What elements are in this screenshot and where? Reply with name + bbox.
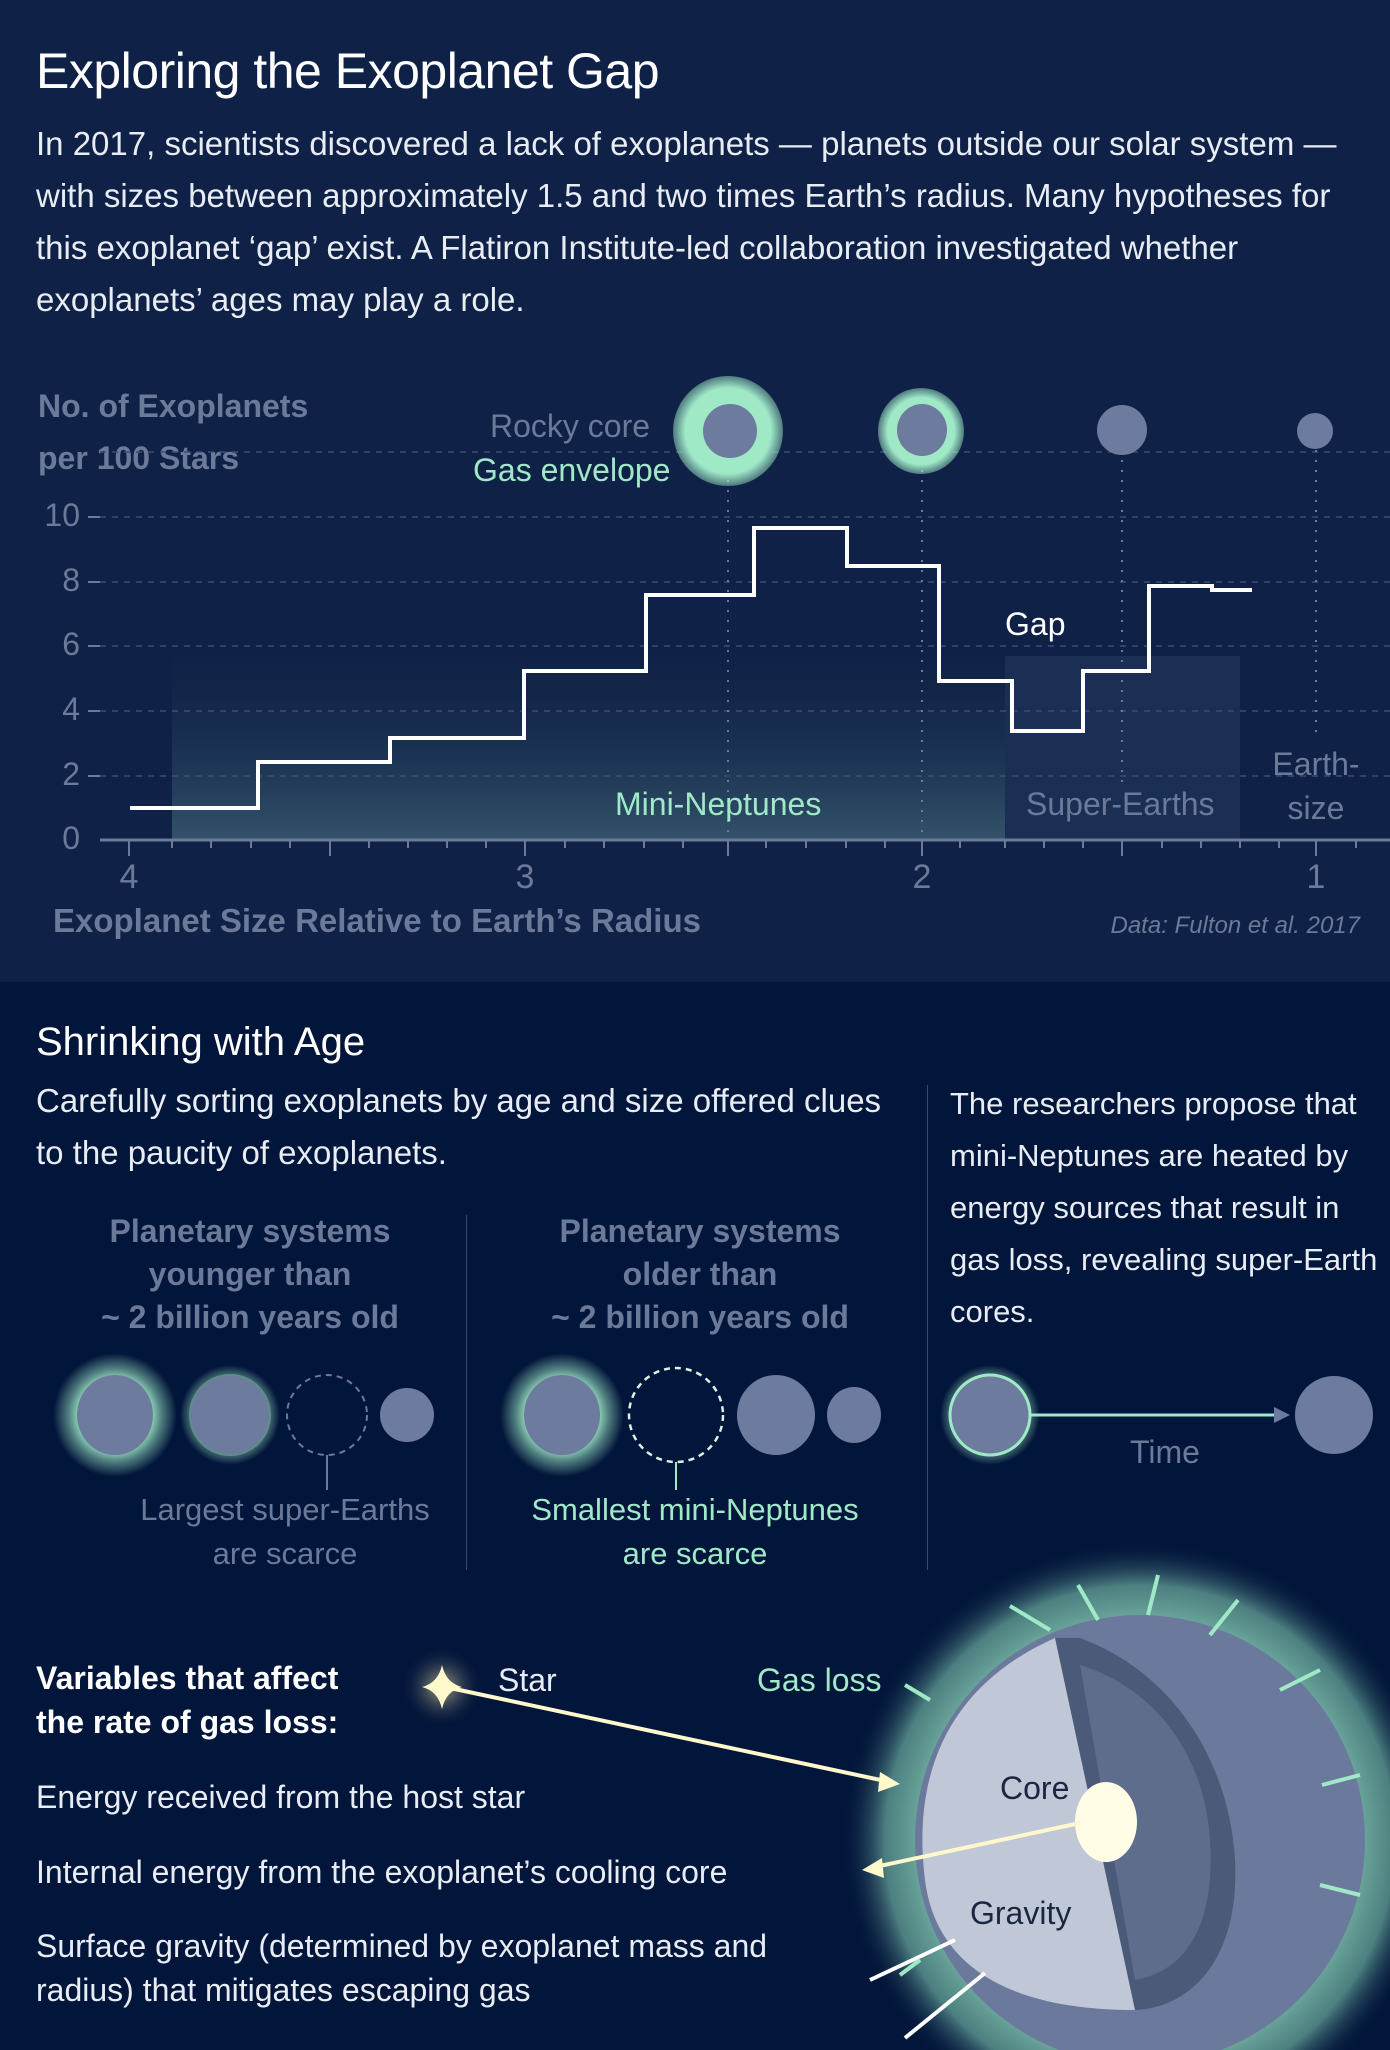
young-caption: Largest super-Earths are scarce [110, 1488, 460, 1576]
gap-label: Gap [1005, 606, 1066, 642]
young-head-line1: Planetary systems [109, 1213, 391, 1249]
y-tick-8: 8 [62, 562, 80, 598]
planet-icon-large [703, 404, 757, 458]
super-earths-region [1005, 656, 1240, 840]
core-label: Core [1000, 1770, 1070, 1806]
old-systems-heading: Planetary systems older than ~ 2 billion… [510, 1210, 890, 1339]
old-head-line3: ~ 2 billion years old [551, 1299, 849, 1335]
intro-paragraph: In 2017, scientists discovered a lack of… [36, 125, 1337, 318]
earth-size-line2: size [1287, 790, 1345, 826]
y-axis-label-line2: per 100 Stars [38, 440, 240, 476]
y-tick-0: 0 [62, 820, 80, 856]
x-axis-label: Exoplanet Size Relative to Earth’s Radiu… [53, 902, 701, 939]
y-tick-4: 4 [62, 691, 80, 727]
age-planets-diagram [53, 1353, 1373, 1490]
section-title: Shrinking with Age [36, 1020, 366, 1064]
gas-envelope-label: Gas envelope [473, 452, 671, 488]
planet-icon-medium [897, 404, 947, 456]
variables-title-line2: the rate of gas loss: [36, 1704, 339, 1740]
gravity-label: Gravity [970, 1895, 1072, 1931]
young-caption-line2: are scarce [212, 1536, 358, 1571]
histogram-chart [88, 450, 1390, 856]
young-caption-line1: Largest super-Earths [140, 1492, 430, 1527]
super-earths-label: Super-Earths [1026, 786, 1215, 822]
x-tick-3: 3 [515, 858, 535, 896]
planet-cutaway-diagram [400, 1540, 1390, 2050]
column-divider [466, 1215, 467, 1570]
y-axis-label: No. of Exoplanets per 100 Stars [38, 380, 308, 484]
earth-size-label: Earth- size [1270, 742, 1362, 830]
y-tick-2: 2 [62, 756, 80, 792]
variables-title-line1: Variables that affect [36, 1660, 339, 1696]
young-systems-heading: Planetary systems younger than ~ 2 billi… [60, 1210, 440, 1339]
variable-item: Internal energy from the exoplanet’s coo… [36, 1854, 728, 1890]
young-head-line2: younger than [148, 1256, 352, 1292]
mini-neptunes-label: Mini-Neptunes [615, 786, 822, 822]
histogram-step-line [130, 526, 1252, 810]
age-intro: Carefully sorting exoplanets by age and … [36, 1082, 882, 1171]
planet-icon-super-earth [1097, 405, 1147, 455]
page-title: Exploring the Exoplanet Gap [36, 43, 660, 99]
column-divider [927, 1085, 928, 1570]
x-tick-4: 4 [119, 858, 139, 896]
x-tick-1: 1 [1306, 858, 1326, 896]
old-caption-line1: Smallest mini-Neptunes [531, 1492, 859, 1527]
gas-loss-label: Gas loss [757, 1662, 882, 1698]
y-tick-10: 10 [44, 497, 80, 533]
rocky-core-label: Rocky core [490, 408, 651, 444]
y-axis-label-line1: No. of Exoplanets [38, 388, 309, 424]
star-glyph [422, 1665, 462, 1709]
mini-neptunes-region [172, 656, 1005, 840]
old-head-line2: older than [622, 1256, 778, 1292]
variable-item: Surface gravity (determined by exoplanet… [36, 1928, 768, 2008]
y-tick-6: 6 [62, 626, 80, 662]
variable-item: Energy received from the host star [36, 1779, 526, 1815]
earth-size-line1: Earth- [1272, 746, 1360, 782]
old-head-line1: Planetary systems [559, 1213, 841, 1249]
variables-title: Variables that affect the rate of gas lo… [36, 1656, 338, 1744]
old-caption-line2: are scarce [622, 1536, 768, 1571]
x-tick-2: 2 [912, 858, 932, 896]
old-caption: Smallest mini-Neptunes are scarce [500, 1488, 890, 1576]
proposal-text: The researchers propose that mini-Neptun… [950, 1086, 1378, 1329]
star-label: Star [498, 1662, 557, 1698]
data-source: Data: Fulton et al. 2017 [1110, 912, 1361, 939]
planet-icon-earth [1297, 413, 1333, 449]
young-head-line3: ~ 2 billion years old [101, 1299, 399, 1335]
time-label: Time [1130, 1434, 1200, 1470]
